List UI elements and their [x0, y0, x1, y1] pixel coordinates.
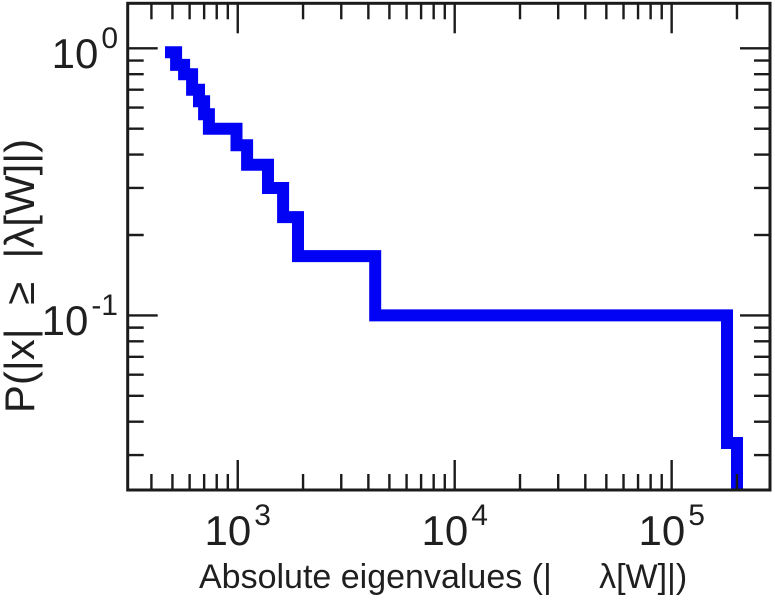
- tick-label-base: 10: [41, 297, 89, 345]
- plot-frame: [126, 1, 772, 492]
- ccdf-staircase-line: [165, 46, 743, 490]
- tick-label-exponent: 5: [688, 499, 705, 532]
- ytick-label-10e-1: 10 -1: [0, 289, 118, 346]
- xtick-label-10e4: 10 4: [421, 499, 487, 556]
- tick-label-base: 10: [638, 507, 686, 554]
- tick-label-base: 10: [204, 507, 252, 554]
- tick-label-exponent: 3: [254, 499, 271, 532]
- tick-label-base: 10: [421, 507, 469, 554]
- x-axis-label: Absolute eigenvalues (| λ[W]|): [199, 558, 688, 596]
- tick-label-base: 10: [51, 30, 99, 78]
- xtick-label-10e5: 10 5: [638, 499, 704, 556]
- ytick-label-10e0: 10 0: [0, 22, 118, 79]
- tick-label-exponent: -1: [91, 289, 118, 323]
- tick-label-exponent: 0: [101, 22, 118, 56]
- tick-label-exponent: 4: [471, 499, 488, 532]
- y-axis-label: P(|x| ≥ |λ[W]|): [0, 138, 43, 414]
- xtick-label-10e3: 10 3: [204, 499, 270, 556]
